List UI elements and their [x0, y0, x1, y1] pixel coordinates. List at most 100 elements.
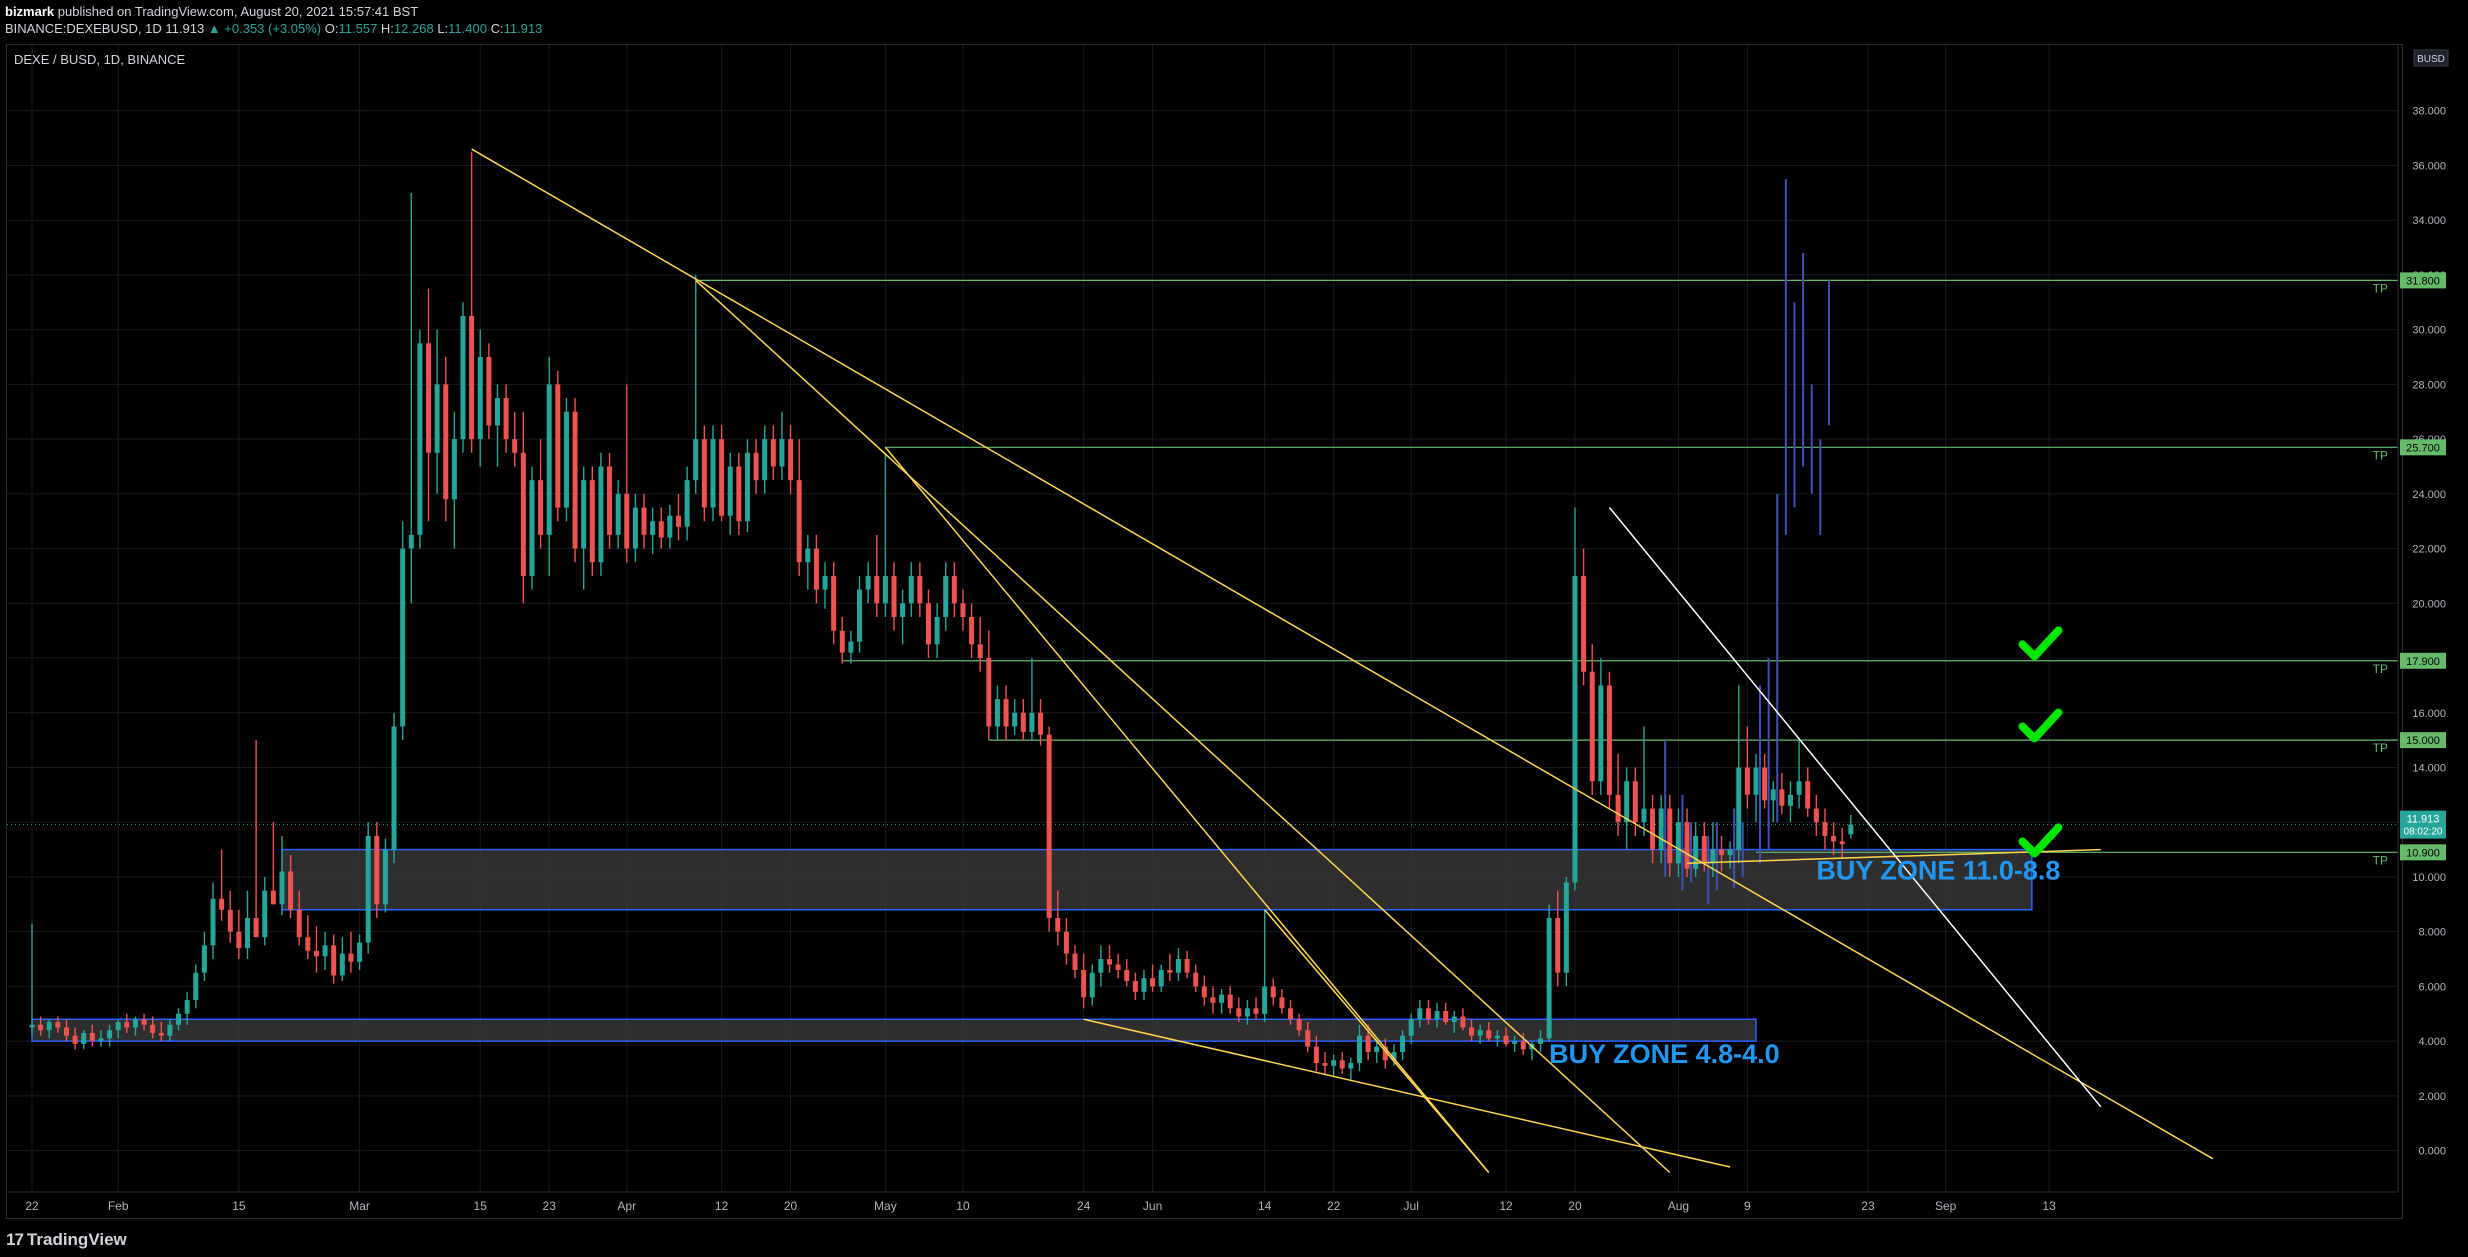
- candle-body: [1089, 972, 1095, 998]
- candle-body: [46, 1021, 52, 1031]
- candle-body: [331, 945, 337, 976]
- candle-body: [1132, 980, 1138, 992]
- time-tick-label: 15: [232, 1199, 246, 1213]
- candle-body: [1038, 712, 1044, 735]
- candle-body: [650, 521, 656, 535]
- candle-body: [1262, 986, 1268, 1014]
- candle-body: [1615, 794, 1621, 823]
- candle-body: [1331, 1060, 1337, 1066]
- candle-body: [1201, 986, 1207, 998]
- candle-body: [1710, 849, 1716, 864]
- candle-body: [1339, 1060, 1345, 1069]
- candle-body: [219, 898, 225, 910]
- candle-body: [494, 398, 500, 426]
- candle-body: [1167, 969, 1173, 973]
- candle-body: [98, 1038, 104, 1042]
- price-tick-label: 14.000: [2412, 762, 2446, 774]
- candle-body: [1839, 841, 1845, 845]
- candle-body: [426, 343, 432, 453]
- candle-body: [408, 534, 414, 549]
- tp-price-tag: 15.000: [2400, 732, 2446, 749]
- price-chart[interactable]: TP TP TP TP TP BUY ZONE 11.0-8.8 BUY ZONE 4.8-…: [0, 0, 2468, 1222]
- candle-body: [1736, 767, 1742, 850]
- candle-body: [1391, 1052, 1397, 1061]
- candle-body: [667, 515, 673, 538]
- candle-body: [874, 575, 880, 604]
- candle-body: [831, 575, 837, 631]
- candle-body: [210, 898, 216, 946]
- time-tick-label: 23: [543, 1199, 557, 1213]
- candle-body: [925, 603, 931, 645]
- candle-body: [305, 937, 311, 951]
- time-tick-label: 20: [1568, 1199, 1582, 1213]
- candle-body: [184, 1000, 190, 1014]
- bar-countdown-label: 08:02:20: [2404, 827, 2443, 838]
- candle-body: [865, 575, 871, 590]
- candle-body: [788, 439, 794, 481]
- candle-body: [236, 931, 242, 949]
- candle-body: [736, 466, 742, 522]
- candle-body: [1072, 953, 1078, 970]
- tp-tag: TP: [2373, 448, 2388, 462]
- tp-price-tag: 25.700: [2400, 439, 2446, 456]
- high-label: H:: [380, 21, 394, 36]
- candle-body: [201, 945, 207, 973]
- candle-body: [141, 1019, 147, 1025]
- candle-body: [1356, 1035, 1362, 1064]
- buy-zone-rect: [281, 848, 2033, 911]
- candle-body: [1348, 1063, 1354, 1069]
- candle-body: [1546, 918, 1552, 1039]
- low-label: L:: [437, 21, 449, 36]
- candle-body: [727, 466, 733, 516]
- candle-body: [1046, 734, 1052, 919]
- tp-price-tag-bg: [2400, 732, 2446, 749]
- candle-body: [701, 439, 707, 508]
- candle-body: [632, 507, 638, 549]
- candle-body: [1572, 575, 1578, 883]
- candle-body: [641, 507, 647, 535]
- candle-body: [572, 411, 578, 549]
- candle-body: [107, 1030, 113, 1039]
- candle-body: [115, 1021, 121, 1031]
- candle-body: [1193, 972, 1199, 987]
- author-name[interactable]: bizmark: [5, 4, 55, 19]
- candle-body: [1063, 931, 1069, 954]
- candle-body: [322, 945, 328, 957]
- candle-body: [1753, 767, 1759, 795]
- tradingview-logo[interactable]: 17 TradingView: [6, 1230, 127, 1250]
- candle-body: [1020, 712, 1026, 732]
- time-tick-label: Aug: [1668, 1199, 1689, 1213]
- candle-body: [762, 439, 768, 481]
- candle-body: [382, 849, 388, 905]
- candle-body: [1003, 699, 1009, 727]
- candle-body: [1727, 849, 1733, 856]
- price-tick-label: 24.000: [2412, 489, 2446, 501]
- chart-frame: [6, 44, 2403, 1219]
- candle-body: [917, 575, 923, 604]
- candle-body: [365, 835, 371, 943]
- candle-body: [132, 1019, 138, 1028]
- trendline: [884, 446, 1490, 1173]
- candle-body: [1719, 849, 1725, 856]
- candle-body: [1115, 964, 1121, 970]
- candle-body: [1417, 1008, 1423, 1020]
- candle-body: [1400, 1035, 1406, 1053]
- candle-body: [503, 398, 509, 440]
- plot-area: TP TP TP TP TP BUY ZONE 11.0-8.8 BUY ZONE 4.8-…: [7, 148, 2398, 1174]
- close-label: C:: [490, 21, 504, 36]
- candle-body: [1606, 685, 1612, 795]
- candle-body: [1305, 1030, 1311, 1047]
- low-value: 11.400: [448, 21, 487, 36]
- candle-body: [693, 439, 699, 481]
- trendline: [1264, 909, 1490, 1173]
- candle-body: [969, 616, 975, 645]
- candle-body: [357, 942, 363, 962]
- candle-body: [391, 726, 397, 850]
- candle-body: [400, 548, 406, 727]
- candle-body: [1701, 835, 1707, 864]
- candle-body: [1322, 1063, 1328, 1066]
- candle-body: [960, 603, 966, 617]
- price-tick-label: 20.000: [2412, 598, 2446, 610]
- price-axis: 0.0002.0004.0006.0008.00010.00012.00014.…: [2397, 45, 2449, 1192]
- time-tick-label: 10: [956, 1199, 970, 1213]
